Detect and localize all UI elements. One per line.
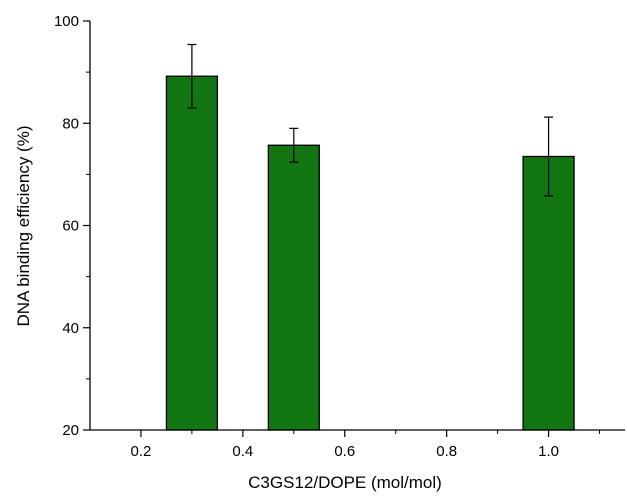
x-tick-label: 0.4 <box>232 443 253 460</box>
bar <box>267 144 320 431</box>
y-tick-label: 20 <box>62 422 79 439</box>
x-tick-label: 1.0 <box>538 443 559 460</box>
error-bar <box>289 127 299 163</box>
error-bar <box>544 116 554 197</box>
error-bar <box>187 43 197 109</box>
bar <box>522 155 575 431</box>
y-axis-ticks: 20 40 60 80 100 <box>54 13 90 439</box>
x-tick-label: 0.8 <box>436 443 457 460</box>
bar <box>165 75 219 431</box>
error-bars <box>187 43 554 197</box>
bars <box>165 75 575 431</box>
y-tick-label: 40 <box>62 320 79 337</box>
axes <box>89 21 625 431</box>
x-axis-ticks: 0.2 0.4 0.6 0.8 1.0 <box>131 430 601 460</box>
y-axis-title: DNA binding efficiency (%) <box>14 126 33 327</box>
y-tick-label: 60 <box>62 218 79 235</box>
x-tick-label: 0.6 <box>334 443 355 460</box>
x-tick-label: 0.2 <box>131 443 152 460</box>
x-axis-title: C3GS12/DOPE (mol/mol) <box>248 473 442 492</box>
y-tick-label: 100 <box>54 13 79 30</box>
y-tick-label: 80 <box>62 115 79 132</box>
